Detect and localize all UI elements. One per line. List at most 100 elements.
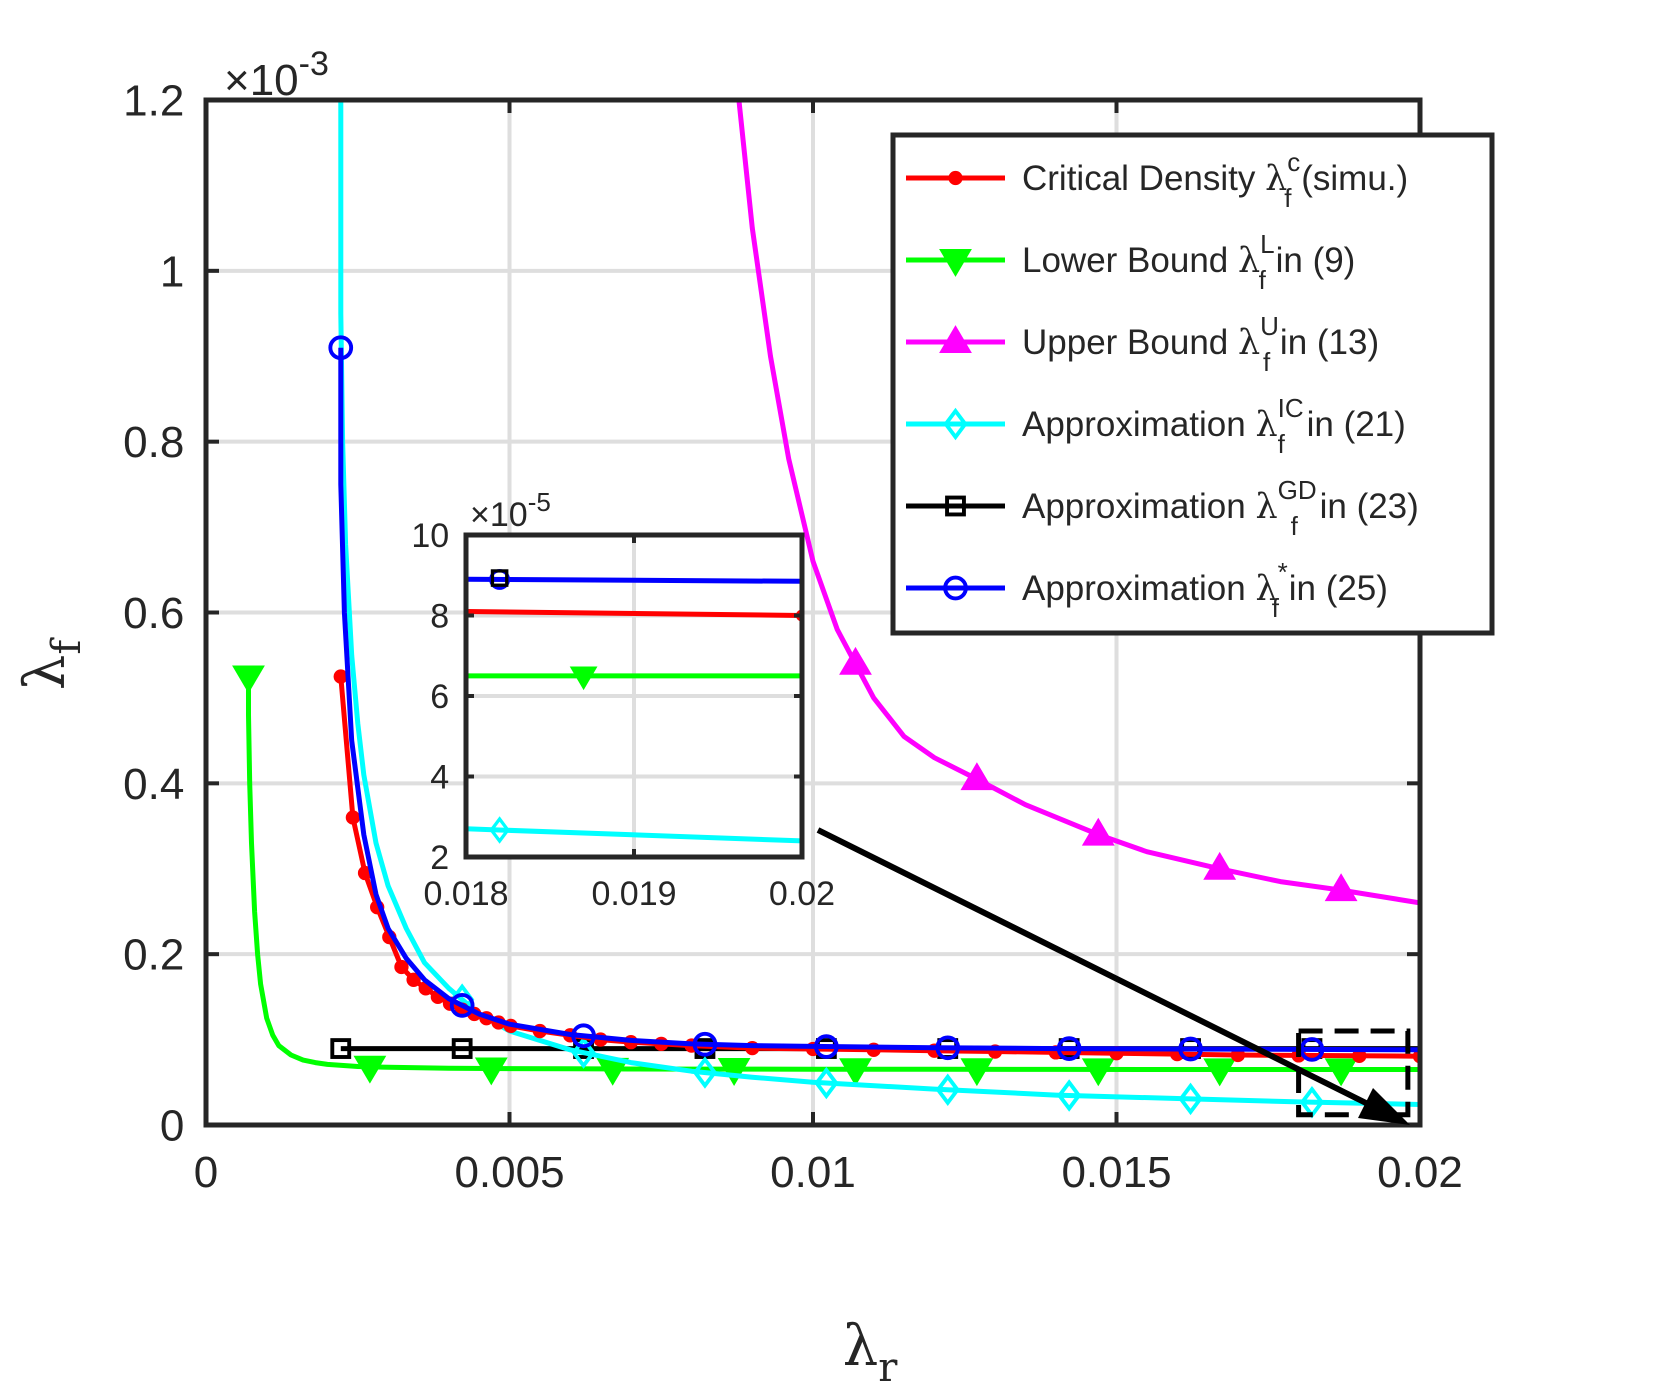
main-x-tick-label-2: 0.01 <box>770 1148 856 1197</box>
main-x-tick-label-1: 0.005 <box>454 1148 564 1197</box>
legend-suffix-lower-bound: in (9) <box>1266 241 1355 280</box>
legend-superscript-lower-bound: L <box>1260 229 1274 259</box>
main-approximation-star-point-5 <box>935 1035 961 1061</box>
legend-symbol-critical-density: λ <box>1265 159 1287 199</box>
legend-text-approximation-gd: Approximation <box>1022 487 1255 526</box>
y-axis-label-subscript: f <box>44 637 90 655</box>
legend-superscript-approximation-gd: GD <box>1278 475 1317 505</box>
main-upper-bound-point-1 <box>960 762 994 791</box>
main-lower-bound-point-6 <box>960 1058 994 1087</box>
legend-superscript-approximation-ic: IC <box>1278 393 1304 423</box>
legend-text-upper-bound: Upper Bound <box>1022 323 1238 362</box>
legend-subscript-approximation-ic: f <box>1278 429 1286 459</box>
inset-y-tick-label-1: 4 <box>430 759 449 797</box>
legend-suffix-approximation-gd: in (23) <box>1310 487 1419 526</box>
inset-y-axis-multiplier: ×10-5 <box>470 487 551 534</box>
legend-subscript-lower-bound: f <box>1259 265 1267 295</box>
legend-text-approximation-star: Approximation <box>1022 569 1255 608</box>
main-approximation-ic-point-5 <box>1056 1079 1082 1112</box>
main-approximation-ic-point-3 <box>814 1066 839 1100</box>
legend-label-critical-density: Critical Density λc f (simu.) <box>1022 147 1408 213</box>
legend-text-approximation-ic: Approximation <box>1022 405 1255 444</box>
inset-approximation-gd-point-0 <box>490 569 509 587</box>
legend-symbol-approximation-gd: λ <box>1255 487 1277 527</box>
inset-approximation-star-line <box>466 576 802 584</box>
x-axis-label: λr <box>843 1314 899 1390</box>
zoom-arrow-line <box>816 827 1382 1113</box>
main-y-tick-label-1: 0.2 <box>123 931 184 980</box>
inset-y-tick-label-2: 6 <box>430 678 449 716</box>
main-critical-density-point-0 <box>333 669 348 684</box>
legend-subscript-approximation-star: f <box>1272 593 1280 623</box>
main-x-tick-label-4: 0.02 <box>1377 1148 1463 1197</box>
main-y-tick-label-4: 0.8 <box>123 418 184 467</box>
legend-symbol-approximation-star: λ <box>1255 569 1277 609</box>
legend: Critical Density λc f (simu.) Lower Bound … <box>890 132 1495 636</box>
zoom-region <box>1296 1028 1411 1118</box>
main-x-tick-label-3: 0.015 <box>1061 1148 1171 1197</box>
legend-label-lower-bound: Lower Bound λL f in (9) <box>1022 229 1355 295</box>
legend-label-approximation-gd: Approximation λGD f in (23) <box>1022 475 1419 541</box>
main-approximation-star-point-6 <box>1056 1036 1082 1061</box>
main-upper-bound-point-4 <box>1324 873 1358 902</box>
zoom-region-box <box>1296 1028 1411 1118</box>
main-approximation-star-point-8 <box>1299 1037 1325 1062</box>
legend-label-upper-bound: Upper Bound λU f in (13) <box>1022 311 1379 377</box>
legend-label-approximation-ic: Approximation λIC f in (21) <box>1022 393 1406 459</box>
main-approximation-gd-point-0 <box>330 1038 352 1059</box>
zoom-arrow <box>816 827 1410 1125</box>
y-axis-multiplier: ×10-3 <box>224 45 329 105</box>
main-approximation-ic-point-4 <box>935 1073 960 1107</box>
x-axis-label-subscript: r <box>878 1345 898 1390</box>
legend-symbol-lower-bound: λ <box>1238 241 1260 281</box>
main-lower-bound-line <box>246 676 1420 1072</box>
main-lower-bound-point-5 <box>839 1058 872 1087</box>
main-y-tick-label-0: 0 <box>160 1102 184 1151</box>
legend-marker-upper-bound <box>939 325 972 354</box>
main-y-tick-label-2: 0.4 <box>123 760 184 809</box>
legend-superscript-upper-bound: U <box>1260 311 1279 341</box>
inset-critical-density-line <box>466 609 802 618</box>
zoom-arrow-head <box>1358 1088 1410 1125</box>
y-axis-label: λf <box>13 637 90 691</box>
inset-series <box>466 569 802 844</box>
legend-marker-approximation-star <box>943 575 968 601</box>
main-y-tick-label-3: 0.6 <box>123 589 184 638</box>
legend-box <box>890 132 1495 636</box>
main-upper-bound-point-3 <box>1203 851 1237 880</box>
main-y-tick-label-6: 1.2 <box>123 77 184 126</box>
inset-axes: 0.018 0.019 0.02 2 4 6 8 10 <box>411 517 835 913</box>
inset-frame <box>463 532 805 860</box>
legend-symbol-approximation-ic: λ <box>1255 405 1277 445</box>
y-multiplier-exponent: -3 <box>299 45 329 83</box>
inset-lower-bound-point-0 <box>569 666 598 691</box>
main-x-tick-label-0: 0 <box>194 1148 218 1197</box>
inset-x-tick-label-0: 0.018 <box>423 875 508 913</box>
y-multiplier-base: ×10 <box>224 56 299 105</box>
legend-suffix-critical-density: (simu.) <box>1292 159 1409 198</box>
legend-marker-approximation-gd <box>945 495 966 517</box>
main-approximation-star-point-0 <box>328 335 354 361</box>
main-lower-bound-point-0 <box>232 665 265 694</box>
inset-chart: 0.018 0.019 0.02 2 4 6 8 10 ×10-5 <box>411 487 835 913</box>
legend-marker-approximation-ic <box>943 407 968 441</box>
main-approximation-star-point-3 <box>692 1031 718 1057</box>
inset-x-tick-label-2: 0.02 <box>769 875 835 913</box>
inset-approximation-ic-line <box>466 826 802 844</box>
legend-marker-critical-density <box>948 170 963 186</box>
main-lower-bound-point-1 <box>353 1055 387 1084</box>
main-approximation-ic-point-2 <box>692 1056 718 1089</box>
legend-label-approximation-star: Approximation λ* f in (25) <box>1022 557 1388 623</box>
main-approximation-star-point-1 <box>449 992 475 1018</box>
inset-y-multiplier-exponent: -5 <box>528 487 551 517</box>
inset-y-tick-label-3: 8 <box>430 598 449 636</box>
inset-x-tick-label-1: 0.019 <box>591 875 676 913</box>
main-upper-bound-point-2 <box>1081 817 1115 846</box>
legend-text-critical-density: Critical Density <box>1022 159 1265 198</box>
y-axis-label-symbol: λ <box>13 655 78 691</box>
legend-superscript-approximation-star: * <box>1278 557 1288 587</box>
main-y-tick-label-5: 1 <box>160 247 184 296</box>
main-approximation-ic-point-6 <box>1178 1082 1203 1116</box>
main-approximation-gd-point-1 <box>451 1038 473 1059</box>
